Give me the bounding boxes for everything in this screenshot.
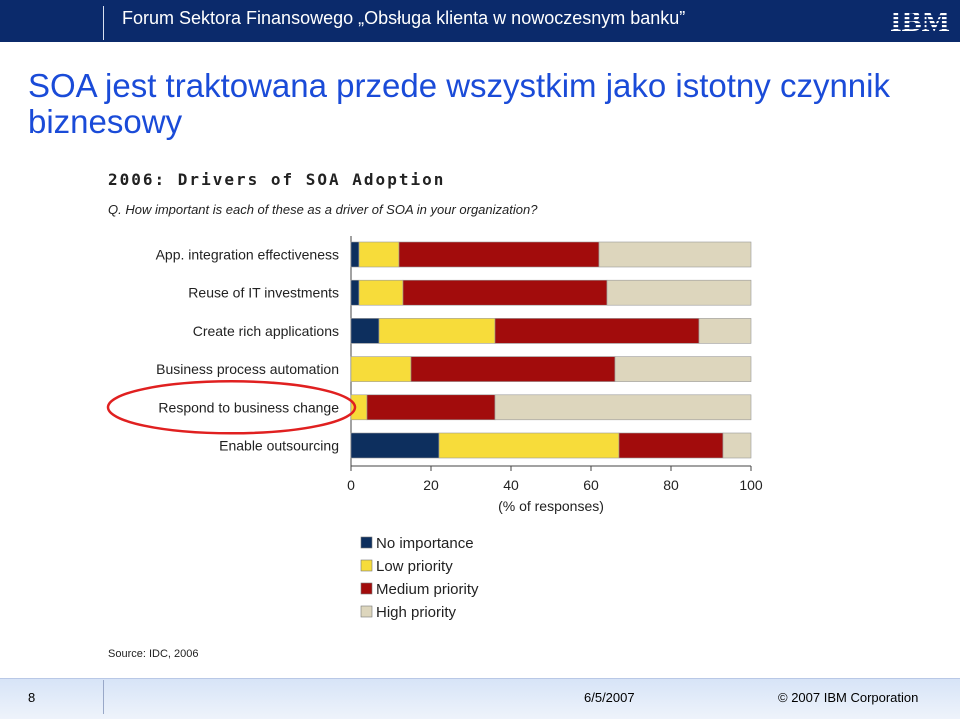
bar-no-importance-app-integration-effectiveness [350, 241, 360, 268]
legend-swatch-no-importance [360, 536, 373, 549]
ibm-logo: IBM [890, 5, 950, 37]
bar-low-priority-business-process-automation [350, 356, 412, 382]
bar-low-priority-reuse-of-it-investments [358, 279, 404, 306]
footer-bar [0, 678, 960, 719]
legend-label-high-priority: High priority [376, 604, 457, 621]
x-tick-label: 80 [663, 477, 679, 493]
chart-subtitle: Q. How important is each of these as a d… [108, 202, 538, 217]
footer-date: 6/5/2007 [584, 690, 635, 705]
footer-copyright: © 2007 IBM Corporation [778, 690, 919, 705]
bar-medium-priority-enable-outsourcing [618, 432, 724, 459]
x-tick-label: 40 [503, 477, 519, 493]
x-tick-label: 20 [423, 477, 439, 493]
header-separator [103, 6, 104, 40]
bar-medium-priority-app-integration-effectiveness [398, 241, 600, 268]
category-label: Enable outsourcing [219, 438, 339, 454]
slide-title: SOA jest traktowana przede wszystkim jak… [28, 67, 890, 140]
category-label: Reuse of IT investments [188, 285, 339, 301]
legend-swatch-low-priority [360, 559, 373, 572]
category-label: Respond to business change [158, 399, 339, 415]
bar-low-priority-respond-to-business-change [350, 394, 368, 421]
category-label: Business process automation [156, 361, 339, 377]
x-axis-label: (% of responses) [498, 498, 604, 514]
bar-low-priority-enable-outsourcing [438, 432, 620, 459]
bar-high-priority-reuse-of-it-investments [606, 279, 752, 306]
legend-label-medium-priority: Medium priority [376, 581, 479, 598]
x-tick-label: 0 [347, 477, 355, 493]
bar-low-priority-create-rich-applications [378, 318, 496, 344]
bar-high-priority-create-rich-applications [698, 318, 752, 344]
bar-medium-priority-reuse-of-it-investments [402, 279, 608, 306]
header-bar: Forum Sektora Finansowego „Obsługa klien… [0, 0, 960, 42]
bar-high-priority-respond-to-business-change [494, 394, 752, 421]
category-label: App. integration effectiveness [156, 247, 339, 263]
bar-low-priority-app-integration-effectiveness [358, 241, 400, 268]
legend-label-no-importance: No importance [376, 535, 474, 552]
legend-swatch-high-priority [360, 605, 373, 618]
svg-text:IBM: IBM [890, 5, 950, 37]
category-label: Create rich applications [193, 323, 339, 339]
bar-medium-priority-respond-to-business-change [366, 394, 496, 421]
chart-title: 2006: Drivers of SOA Adoption [108, 170, 446, 189]
legend-label-low-priority: Low priority [376, 558, 453, 575]
x-tick-label: 100 [739, 477, 763, 493]
bar-high-priority-enable-outsourcing [722, 432, 752, 459]
x-tick-label: 60 [583, 477, 599, 493]
bar-no-importance-reuse-of-it-investments [350, 279, 360, 306]
bar-medium-priority-create-rich-applications [494, 318, 700, 344]
page-number: 8 [28, 690, 36, 705]
bar-no-importance-create-rich-applications [350, 318, 380, 344]
bar-high-priority-app-integration-effectiveness [598, 241, 752, 268]
bar-no-importance-enable-outsourcing [350, 432, 440, 459]
chart-source: Source: IDC, 2006 [108, 648, 199, 660]
bar-high-priority-business-process-automation [614, 356, 752, 382]
footer-separator [103, 680, 104, 714]
highlight-circle [106, 380, 357, 435]
legend-swatch-medium-priority [360, 582, 373, 595]
header-title: Forum Sektora Finansowego „Obsługa klien… [122, 8, 686, 28]
bar-medium-priority-business-process-automation [410, 356, 616, 382]
footer: 8 6/5/2007 © 2007 IBM Corporation [0, 678, 960, 720]
